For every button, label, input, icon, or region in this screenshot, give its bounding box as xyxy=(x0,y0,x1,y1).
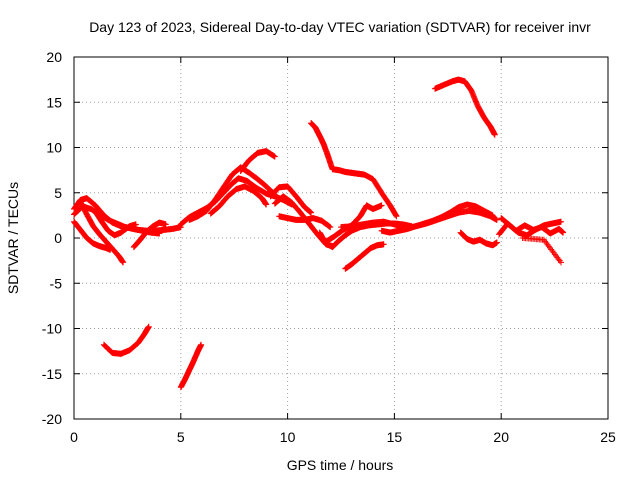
axis-ticks xyxy=(73,56,609,420)
x-tick-label: 20 xyxy=(493,429,509,445)
x-tick-label: 0 xyxy=(70,429,78,445)
y-tick-label: -10 xyxy=(42,321,62,337)
data-point xyxy=(393,213,400,220)
series-arc-5 xyxy=(92,208,139,239)
x-tick-label: 5 xyxy=(177,429,185,445)
data-point xyxy=(493,216,500,223)
series-arc-15 xyxy=(276,213,334,231)
chart-title: Day 123 of 2023, Sidereal Day-to-day VTE… xyxy=(89,19,591,35)
tick-labels: 0 5 10 15 20 25 -20 -15 -10 -5 0 5 10 15 20 xyxy=(42,49,616,445)
data-point xyxy=(145,323,152,330)
grid-lines xyxy=(74,57,608,419)
data-point xyxy=(156,230,163,237)
y-axis-label: SDTVAR / TECUs xyxy=(5,182,21,294)
series-arc-16 xyxy=(308,120,400,220)
data-point xyxy=(493,239,500,246)
x-tick-label: 15 xyxy=(387,429,403,445)
series-arc-20 xyxy=(378,201,496,236)
y-tick-label: 5 xyxy=(54,185,62,201)
data-point xyxy=(263,201,270,208)
series-arc-11 xyxy=(207,183,270,217)
data-point xyxy=(107,246,114,253)
data-point xyxy=(378,202,385,209)
data-point xyxy=(327,224,334,231)
data-point xyxy=(120,259,127,266)
series-arc-6 xyxy=(130,219,169,251)
series-arc-21 xyxy=(342,241,387,272)
y-tick-label: -5 xyxy=(50,275,63,291)
data-point xyxy=(198,341,205,348)
y-tick-label: 0 xyxy=(54,230,62,246)
series-arc-13 xyxy=(267,183,315,216)
series-arc-22 xyxy=(432,76,498,138)
data-point xyxy=(560,229,567,236)
data-point xyxy=(491,131,498,138)
data-point xyxy=(380,241,387,248)
data-point xyxy=(132,221,139,228)
data-points xyxy=(71,76,567,391)
series-arc-26 xyxy=(519,235,564,266)
y-tick-label: 20 xyxy=(46,49,62,65)
y-tick-label: 15 xyxy=(46,94,62,110)
series-arc-10 xyxy=(186,164,278,223)
data-point xyxy=(162,221,169,228)
data-point xyxy=(558,259,564,266)
y-tick-label: -20 xyxy=(42,411,62,427)
data-point xyxy=(558,218,564,225)
series-arc-12 xyxy=(237,148,278,174)
x-tick-label: 10 xyxy=(280,429,296,445)
series-arc-8 xyxy=(177,341,205,391)
y-tick-label: 10 xyxy=(46,140,62,156)
data-point xyxy=(308,209,315,216)
x-tick-label: 25 xyxy=(600,429,616,445)
series-arc-3 xyxy=(77,198,127,266)
series-arc-23 xyxy=(457,229,500,249)
data-point xyxy=(489,212,496,219)
series-arc-4 xyxy=(71,218,114,253)
x-axis-label: GPS time / hours xyxy=(287,457,394,473)
series-arc-7 xyxy=(100,323,152,357)
y-tick-label: -15 xyxy=(42,366,62,382)
data-point xyxy=(271,153,278,160)
series-arc-25 xyxy=(496,220,567,238)
